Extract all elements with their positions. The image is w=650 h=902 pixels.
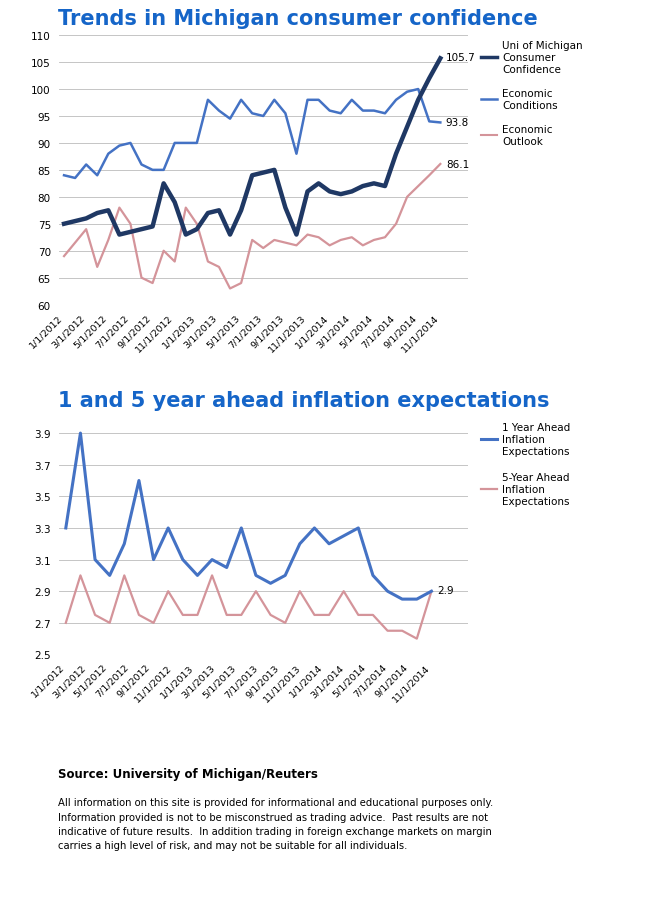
Text: 2.9: 2.9 [437, 585, 454, 595]
Text: 86.1: 86.1 [446, 160, 469, 170]
Text: Trends in Michigan consumer confidence: Trends in Michigan consumer confidence [58, 9, 538, 29]
Text: All information on this site is provided for informational and educational purpo: All information on this site is provided… [58, 797, 494, 851]
Text: 105.7: 105.7 [446, 52, 476, 62]
Text: 1 and 5 year ahead inflation expectations: 1 and 5 year ahead inflation expectation… [58, 391, 550, 410]
Text: Source: University of Michigan/Reuters: Source: University of Michigan/Reuters [58, 768, 318, 780]
Text: 93.8: 93.8 [446, 118, 469, 128]
Legend: 1 Year Ahead
Inflation
Expectations, 5-Year Ahead
Inflation
Expectations: 1 Year Ahead Inflation Expectations, 5-Y… [482, 423, 571, 506]
Legend: Uni of Michigan
Consumer
Confidence, Economic
Conditions, Economic
Outlook: Uni of Michigan Consumer Confidence, Eco… [482, 41, 583, 147]
